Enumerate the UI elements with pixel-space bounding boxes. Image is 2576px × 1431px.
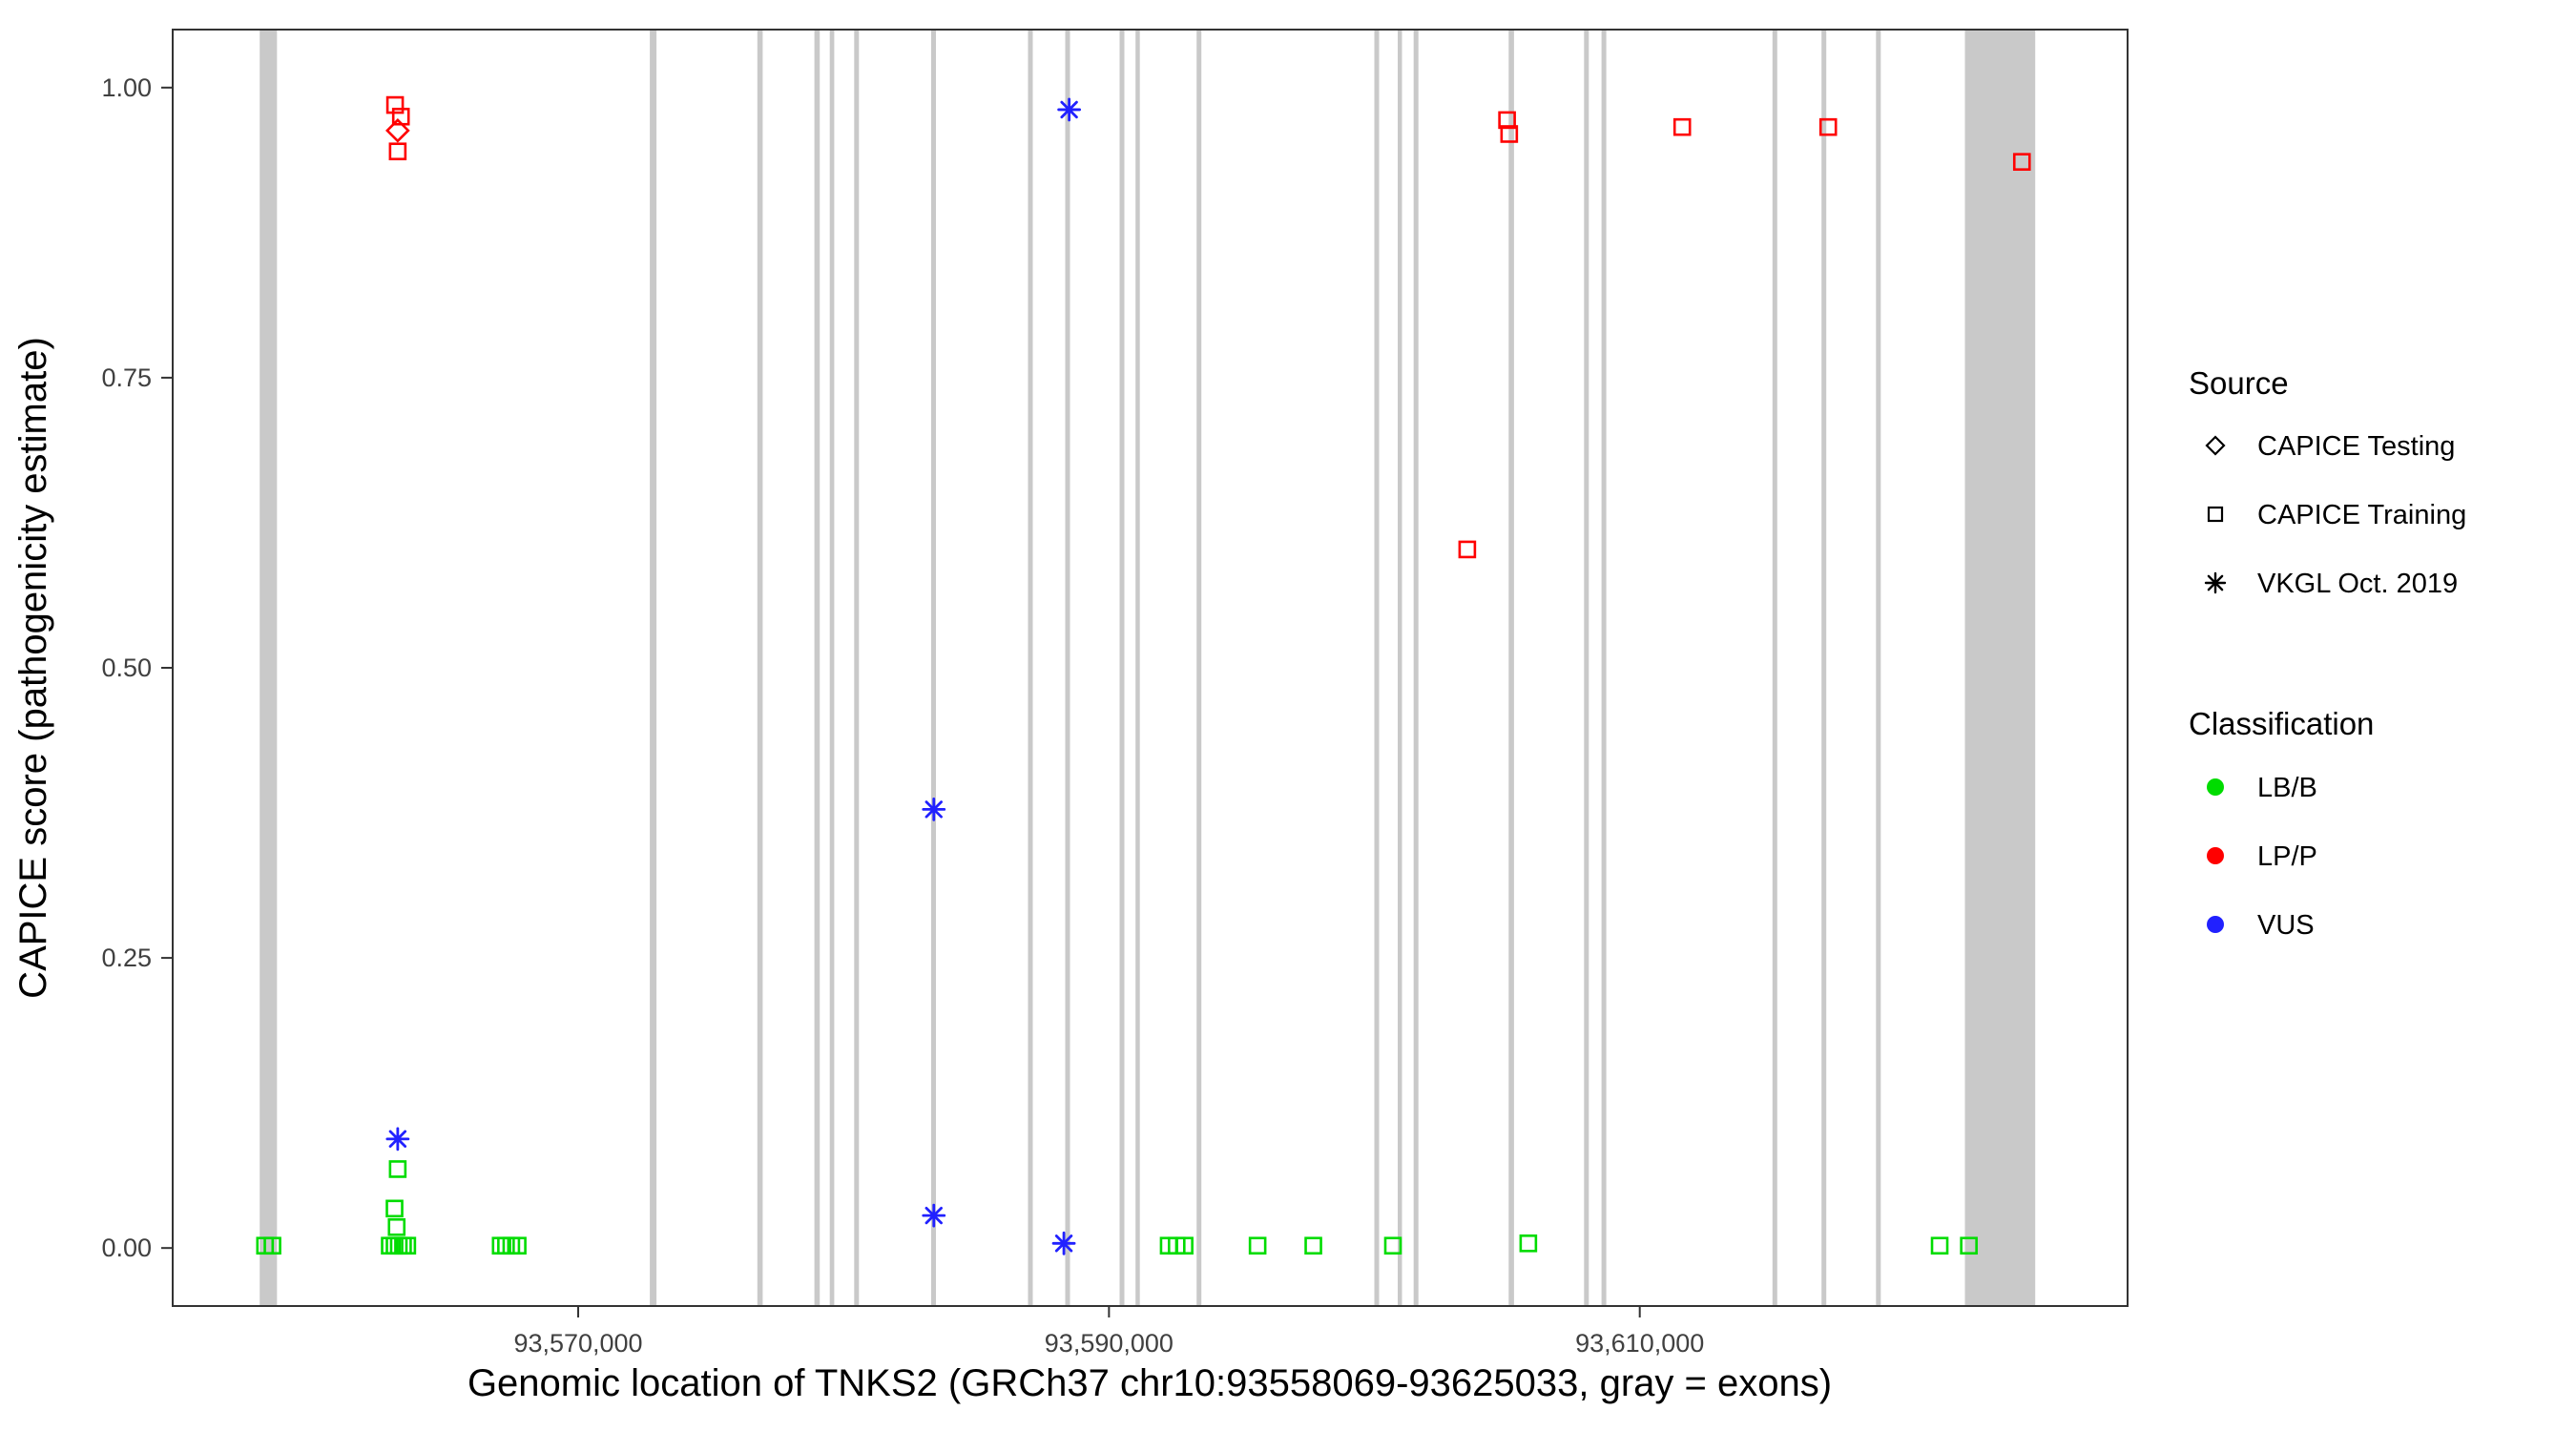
axis-layer: 93,570,000 93,590,000 93,610,000 0.00 0.25 0.… xyxy=(101,73,1704,1358)
diamond-icon xyxy=(2205,435,2226,456)
data-point-square xyxy=(2012,153,2031,171)
exon-band xyxy=(1398,30,1402,1306)
exon-band xyxy=(1584,30,1589,1306)
y-tick-label: 0.75 xyxy=(101,363,152,392)
y-tick-label: 0.00 xyxy=(101,1234,152,1262)
data-point-square xyxy=(1500,125,1519,143)
exon-band xyxy=(1821,30,1827,1306)
exon-band xyxy=(1065,30,1070,1306)
data-point-asterisk xyxy=(922,1203,946,1228)
y-axis-title: CAPICE score (pathogenicity estimate) xyxy=(12,337,54,999)
legend-item-vkgl: VKGL Oct. 2019 xyxy=(2257,569,2458,599)
y-tick-label: 0.50 xyxy=(101,653,152,682)
exon-band xyxy=(1028,30,1033,1306)
square-icon xyxy=(2207,506,2224,523)
exon-band xyxy=(1119,30,1125,1306)
exon-band xyxy=(814,30,821,1306)
data-point-square xyxy=(1930,1236,1949,1255)
exon-band xyxy=(1413,30,1419,1306)
legend-source-title: Source xyxy=(2189,365,2289,401)
data-point-square xyxy=(263,1236,281,1255)
exon-band xyxy=(1196,30,1202,1306)
y-tick-label: 0.25 xyxy=(101,944,152,972)
legend-item-capice-testing: CAPICE Testing xyxy=(2257,431,2455,462)
data-point-square xyxy=(1175,1236,1194,1255)
data-point-square xyxy=(1519,1234,1538,1253)
data-point-square xyxy=(1960,1236,1978,1255)
legend-source: Source CAPICE Testing CAPICE Training VK… xyxy=(2189,365,2466,599)
data-point-square xyxy=(1818,117,1838,136)
legend-classification: Classification LB/B LP/P VUS xyxy=(2189,706,2374,941)
asterisk-icon xyxy=(2204,571,2227,594)
exon-band xyxy=(829,30,835,1306)
exon-band xyxy=(650,30,657,1306)
data-point-asterisk xyxy=(1057,97,1082,122)
exon-band xyxy=(1876,30,1881,1306)
x-axis-title: Genomic location of TNKS2 (GRCh37 chr10:… xyxy=(467,1362,1832,1404)
exon-band xyxy=(854,30,860,1306)
legend-item-vus: VUS xyxy=(2257,910,2315,941)
lbb-dot-icon xyxy=(2207,778,2224,796)
legend-item-lbb: LB/B xyxy=(2257,773,2317,803)
exon-band xyxy=(931,30,936,1306)
x-tick-label: 93,570,000 xyxy=(513,1329,642,1358)
exon-layer xyxy=(260,30,2036,1306)
exon-band xyxy=(1964,30,2036,1306)
exon-band xyxy=(260,30,278,1306)
exon-band xyxy=(1601,30,1607,1306)
legend-item-lpp: LP/P xyxy=(2257,841,2317,872)
exon-band xyxy=(1374,30,1380,1306)
x-tick-label: 93,590,000 xyxy=(1045,1329,1174,1358)
data-point-square xyxy=(385,1199,404,1218)
exon-band xyxy=(1772,30,1777,1306)
data-point-square xyxy=(1672,117,1692,136)
data-point-square xyxy=(1248,1236,1267,1255)
data-point-asterisk xyxy=(385,1127,410,1151)
exon-band xyxy=(1508,30,1514,1306)
data-point-square xyxy=(388,142,407,161)
data-point-square xyxy=(1498,111,1516,130)
data-point-square xyxy=(1458,540,1477,559)
data-point-square xyxy=(385,95,405,114)
legend-item-capice-training: CAPICE Training xyxy=(2257,500,2466,530)
plot-panel xyxy=(173,30,2128,1306)
data-point-square xyxy=(398,1236,417,1255)
legend-classification-title: Classification xyxy=(2189,706,2374,741)
data-point-square xyxy=(1304,1236,1322,1255)
data-point-square xyxy=(1383,1236,1402,1255)
data-point-diamond xyxy=(385,117,410,143)
data-point-square xyxy=(388,1160,407,1178)
data-point-asterisk xyxy=(1051,1231,1076,1255)
y-tick-label: 1.00 xyxy=(101,73,152,102)
lpp-dot-icon xyxy=(2207,847,2224,864)
x-tick-label: 93,610,000 xyxy=(1575,1329,1704,1358)
vus-dot-icon xyxy=(2207,916,2224,933)
data-point-square xyxy=(387,1217,406,1236)
exon-band xyxy=(757,30,763,1306)
exon-band xyxy=(1135,30,1140,1306)
points-layer xyxy=(256,95,2031,1255)
data-point-square xyxy=(509,1236,527,1255)
data-point-asterisk xyxy=(922,797,946,821)
